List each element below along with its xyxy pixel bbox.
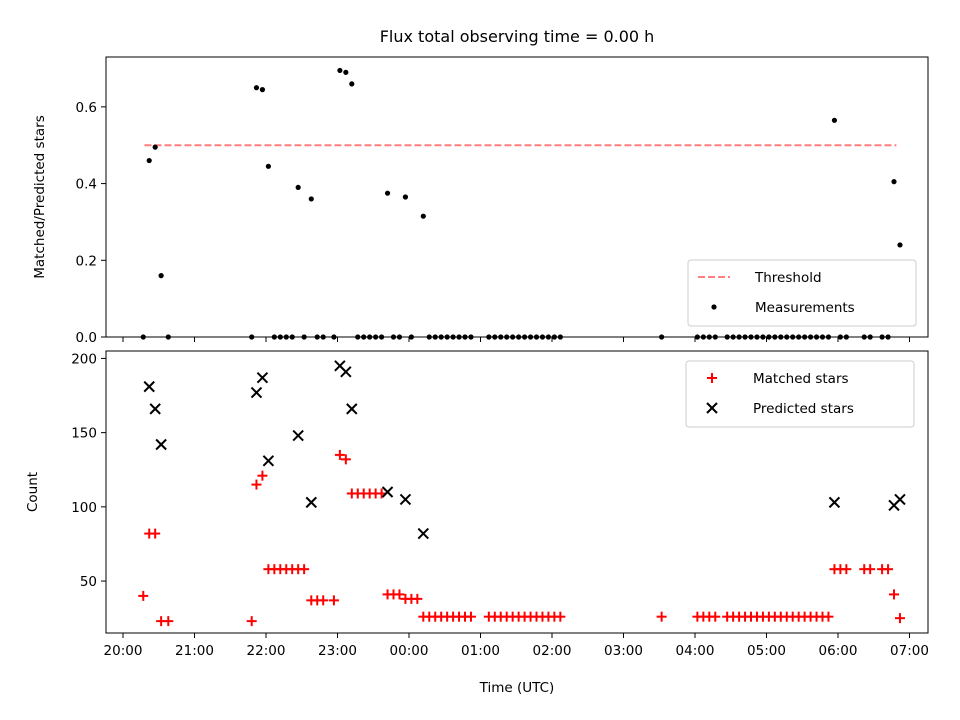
y-axis-label-count: Count	[25, 472, 41, 512]
measurement-point	[295, 184, 301, 191]
predicted-star-point	[292, 429, 304, 442]
x-tick-label: 03:00	[604, 643, 643, 659]
measurement-point	[152, 144, 158, 150]
legend-label: Predicted stars	[753, 401, 854, 417]
bottom-legend: Matched stars Predicted stars	[685, 360, 915, 428]
top-plot-frame	[105, 56, 929, 338]
measurement-point	[891, 179, 897, 185]
legend-swatch	[706, 402, 718, 414]
matched-star-point	[841, 564, 852, 575]
measurement-point	[897, 242, 903, 248]
predicted-star-point	[417, 527, 430, 540]
y-tick-label: 0.0	[76, 330, 97, 346]
matched-star-point	[318, 595, 329, 606]
legend-box	[687, 259, 917, 327]
chart-title: Flux total observing time = 0.00 h	[380, 27, 655, 46]
legend-label: Matched stars	[753, 371, 849, 387]
bottom-axis-ticks: 20:00 21:00 22:00 23:00 00:00 01:00 02:00 03:00…	[71, 351, 929, 659]
measurement-point	[308, 196, 314, 202]
x-tick-label: 21:00	[175, 643, 214, 659]
predicted-star-point	[346, 403, 358, 415]
predicted-star-point	[155, 438, 167, 451]
measurement-point	[349, 81, 355, 87]
y-tick-label: 0.2	[76, 253, 97, 269]
measurement-point	[831, 117, 838, 123]
matched-star-point	[865, 564, 876, 575]
measurement-point	[337, 67, 343, 74]
matched-star-point	[334, 449, 345, 460]
predicted-star-point	[381, 486, 394, 498]
top-legend: Threshold Measurements	[687, 259, 917, 327]
matched-star-point	[710, 611, 721, 622]
predicted-star-point	[828, 496, 841, 509]
measurement-point	[343, 69, 349, 75]
y-tick-label: 50	[80, 574, 97, 590]
x-tick-label: 05:00	[747, 643, 786, 659]
matched-star-point	[889, 589, 900, 600]
matched-star-point	[656, 611, 667, 622]
measurement-point	[146, 157, 152, 164]
matched-star-point	[163, 616, 174, 627]
legend-box	[685, 360, 915, 428]
predicted-star-point	[894, 493, 906, 506]
matched-star-point	[555, 611, 566, 622]
predicted-star-point	[399, 493, 412, 506]
x-tick-label: 06:00	[819, 643, 858, 659]
x-tick-label: 04:00	[676, 643, 715, 659]
measurement-point	[420, 213, 426, 219]
measurement-point	[259, 87, 266, 93]
matched-star-point	[299, 564, 310, 575]
x-tick-label: 01:00	[461, 643, 500, 659]
legend-swatch	[711, 304, 717, 310]
matched-star-point	[328, 595, 339, 606]
matched-star-point	[138, 590, 149, 601]
y-tick-label: 0.6	[76, 100, 97, 116]
predicted-star-point	[143, 380, 155, 393]
y-tick-label: 200	[71, 351, 97, 367]
y-tick-label: 150	[71, 426, 97, 442]
x-axis-label-time: Time (UTC)	[479, 680, 555, 696]
matched-star-point	[251, 479, 262, 490]
x-tick-label: 22:00	[247, 643, 286, 659]
star-count-panel: Count Time (UTC) 20:00 21:00 22:00 23:00 00:…	[25, 350, 929, 696]
legend-label: Measurements	[755, 300, 855, 316]
bottom-plot-area	[138, 360, 906, 627]
bottom-plot-frame	[105, 350, 929, 634]
matched-star-point	[340, 454, 351, 465]
y-axis-label-ratio: Matched/Predicted stars	[32, 115, 48, 278]
legend-swatch	[707, 373, 717, 383]
predicted-star-point	[149, 403, 161, 415]
measurement-point	[384, 190, 391, 196]
measurement-point	[265, 163, 271, 169]
x-tick-label: 00:00	[390, 643, 429, 659]
matched-star-point	[894, 613, 905, 624]
predicted-star-point	[340, 366, 352, 378]
matched-star-point	[883, 564, 894, 575]
predicted-star-point	[305, 496, 317, 509]
matched-star-point	[394, 589, 405, 600]
legend-label: Threshold	[754, 270, 822, 286]
predicted-star-point	[250, 386, 263, 399]
matched-star-point	[246, 616, 257, 627]
measurement-point	[253, 85, 260, 91]
y-tick-label: 0.4	[76, 177, 97, 193]
matched-star-point	[257, 470, 268, 481]
x-tick-label: 02:00	[533, 643, 572, 659]
y-tick-label: 100	[71, 500, 97, 516]
x-tick-label: 23:00	[318, 643, 357, 659]
matched-star-point	[412, 593, 423, 604]
matched-star-point	[823, 611, 834, 622]
matched-star-point	[465, 611, 476, 622]
measurement-point	[158, 273, 164, 279]
x-tick-label: 20:00	[104, 643, 143, 659]
x-tick-label: 07:00	[890, 643, 929, 659]
predicted-star-point	[256, 372, 269, 384]
flux-ratio-panel: Flux total observing time = 0.00 h Match…	[32, 27, 929, 346]
predicted-star-point	[262, 455, 275, 467]
measurement-point	[402, 194, 409, 200]
matched-star-point	[150, 528, 161, 539]
